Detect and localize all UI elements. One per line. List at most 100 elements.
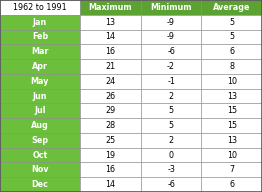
Bar bbox=[201, 148, 262, 162]
Text: 21: 21 bbox=[105, 62, 115, 71]
Text: -9: -9 bbox=[167, 18, 175, 27]
Text: 5: 5 bbox=[229, 18, 234, 27]
Bar bbox=[201, 15, 262, 30]
Text: -2: -2 bbox=[167, 62, 175, 71]
Text: 2: 2 bbox=[168, 136, 174, 145]
Bar bbox=[141, 15, 201, 30]
Text: Nov: Nov bbox=[31, 165, 49, 174]
Text: 16: 16 bbox=[105, 47, 115, 56]
Text: Average: Average bbox=[213, 3, 250, 12]
Text: 7: 7 bbox=[229, 165, 234, 174]
Text: 6: 6 bbox=[229, 180, 234, 189]
Bar bbox=[201, 162, 262, 177]
Bar bbox=[141, 44, 201, 59]
Text: 5: 5 bbox=[168, 106, 174, 115]
Bar bbox=[80, 118, 141, 133]
Bar bbox=[80, 103, 141, 118]
Bar bbox=[80, 162, 141, 177]
Text: 5: 5 bbox=[229, 32, 234, 41]
Text: Feb: Feb bbox=[32, 32, 48, 41]
Bar bbox=[141, 103, 201, 118]
Bar bbox=[80, 177, 141, 192]
Text: 15: 15 bbox=[227, 121, 237, 130]
Bar bbox=[0, 162, 80, 177]
Text: -6: -6 bbox=[167, 47, 175, 56]
Text: 8: 8 bbox=[229, 62, 234, 71]
Bar bbox=[141, 148, 201, 162]
Text: -3: -3 bbox=[167, 165, 175, 174]
Text: 14: 14 bbox=[105, 32, 115, 41]
Bar bbox=[80, 44, 141, 59]
Bar bbox=[0, 59, 80, 74]
Bar bbox=[80, 148, 141, 162]
Bar bbox=[141, 133, 201, 148]
Bar bbox=[0, 44, 80, 59]
Text: Jul: Jul bbox=[34, 106, 46, 115]
Bar bbox=[201, 103, 262, 118]
Bar bbox=[80, 59, 141, 74]
Bar bbox=[0, 103, 80, 118]
Bar bbox=[80, 89, 141, 103]
Bar bbox=[141, 59, 201, 74]
Bar bbox=[0, 148, 80, 162]
Text: 15: 15 bbox=[227, 106, 237, 115]
Bar bbox=[201, 74, 262, 89]
Text: 5: 5 bbox=[168, 121, 174, 130]
Text: 10: 10 bbox=[227, 77, 237, 86]
Text: 28: 28 bbox=[105, 121, 115, 130]
Text: Oct: Oct bbox=[32, 151, 48, 160]
Bar bbox=[201, 44, 262, 59]
Bar bbox=[141, 74, 201, 89]
Bar bbox=[201, 177, 262, 192]
Bar bbox=[141, 89, 201, 103]
Text: 14: 14 bbox=[105, 180, 115, 189]
Bar bbox=[141, 30, 201, 44]
Text: Mar: Mar bbox=[31, 47, 49, 56]
Text: 16: 16 bbox=[105, 165, 115, 174]
Bar bbox=[80, 74, 141, 89]
Text: 19: 19 bbox=[105, 151, 115, 160]
Text: Apr: Apr bbox=[32, 62, 48, 71]
Bar bbox=[141, 162, 201, 177]
Bar bbox=[0, 89, 80, 103]
Text: Minimum: Minimum bbox=[150, 3, 192, 12]
Text: 29: 29 bbox=[105, 106, 116, 115]
Text: 1962 to 1991: 1962 to 1991 bbox=[13, 3, 67, 12]
Bar bbox=[80, 15, 141, 30]
Bar bbox=[141, 0, 201, 15]
Text: -1: -1 bbox=[167, 77, 175, 86]
Text: May: May bbox=[31, 77, 49, 86]
Bar bbox=[201, 30, 262, 44]
Bar bbox=[0, 30, 80, 44]
Text: 26: 26 bbox=[105, 92, 115, 100]
Bar bbox=[0, 74, 80, 89]
Bar bbox=[201, 0, 262, 15]
Text: 10: 10 bbox=[227, 151, 237, 160]
Bar bbox=[201, 59, 262, 74]
Text: 13: 13 bbox=[227, 92, 237, 100]
Text: -9: -9 bbox=[167, 32, 175, 41]
Text: 2: 2 bbox=[168, 92, 174, 100]
Bar bbox=[0, 15, 80, 30]
Text: 0: 0 bbox=[168, 151, 174, 160]
Text: Jan: Jan bbox=[33, 18, 47, 27]
Text: 24: 24 bbox=[105, 77, 115, 86]
Text: -6: -6 bbox=[167, 180, 175, 189]
Bar bbox=[80, 133, 141, 148]
Bar bbox=[201, 89, 262, 103]
Text: 13: 13 bbox=[105, 18, 115, 27]
Bar bbox=[80, 0, 141, 15]
Text: Dec: Dec bbox=[31, 180, 48, 189]
Bar bbox=[201, 118, 262, 133]
Text: Jun: Jun bbox=[33, 92, 47, 100]
Bar bbox=[141, 118, 201, 133]
Bar bbox=[0, 0, 80, 15]
Bar bbox=[0, 133, 80, 148]
Bar bbox=[0, 177, 80, 192]
Bar bbox=[141, 177, 201, 192]
Bar bbox=[80, 30, 141, 44]
Text: Aug: Aug bbox=[31, 121, 49, 130]
Text: Sep: Sep bbox=[31, 136, 48, 145]
Text: 13: 13 bbox=[227, 136, 237, 145]
Bar bbox=[201, 133, 262, 148]
